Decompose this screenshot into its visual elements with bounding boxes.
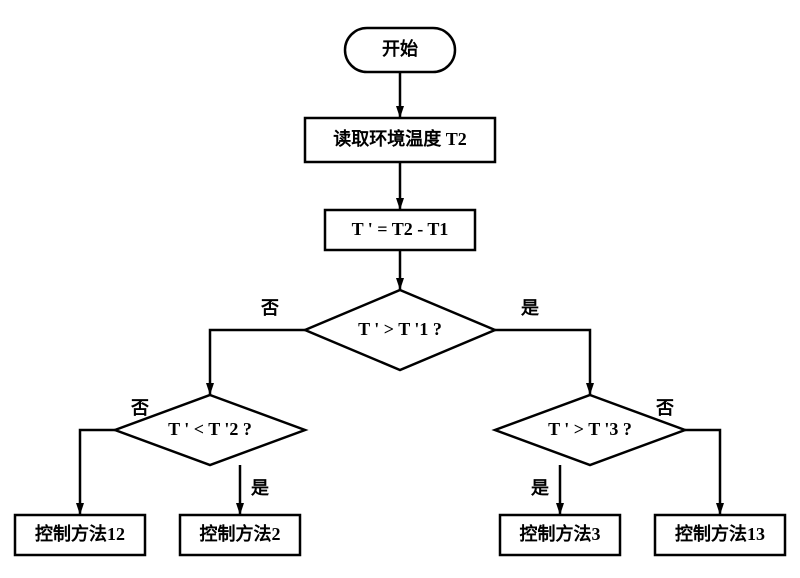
flowchart: 否是否是是否开始读取环境温度 T2T ' = T2 - T1T ' > T '1… xyxy=(0,0,800,578)
node-read: 读取环境温度 T2 xyxy=(305,118,495,162)
node-label-d2: T ' < T '2 ? xyxy=(168,419,252,439)
node-m2: 控制方法2 xyxy=(180,515,300,555)
node-m13: 控制方法13 xyxy=(655,515,785,555)
edge-label-d2-m2: 是 xyxy=(250,478,269,498)
node-start: 开始 xyxy=(345,28,455,72)
edge-label-d2-m12: 否 xyxy=(130,398,149,418)
node-label-m3: 控制方法3 xyxy=(520,523,601,544)
node-label-start: 开始 xyxy=(382,38,418,59)
node-calc: T ' = T2 - T1 xyxy=(325,210,475,250)
node-label-calc: T ' = T2 - T1 xyxy=(352,219,449,239)
edge-label-d1-d3: 是 xyxy=(520,298,539,318)
node-label-m12: 控制方法12 xyxy=(35,523,125,544)
node-label-d3: T ' > T '3 ? xyxy=(548,419,632,439)
node-m3: 控制方法3 xyxy=(500,515,620,555)
edge-label-d3-m3: 是 xyxy=(530,478,549,498)
node-label-m13: 控制方法13 xyxy=(675,523,765,544)
node-m12: 控制方法12 xyxy=(15,515,145,555)
node-label-read: 读取环境温度 T2 xyxy=(333,128,467,149)
node-label-m2: 控制方法2 xyxy=(200,523,281,544)
node-label-d1: T ' > T '1 ? xyxy=(358,319,442,339)
edge-label-d1-d2: 否 xyxy=(260,298,279,318)
edge-label-d3-m13: 否 xyxy=(655,398,674,418)
